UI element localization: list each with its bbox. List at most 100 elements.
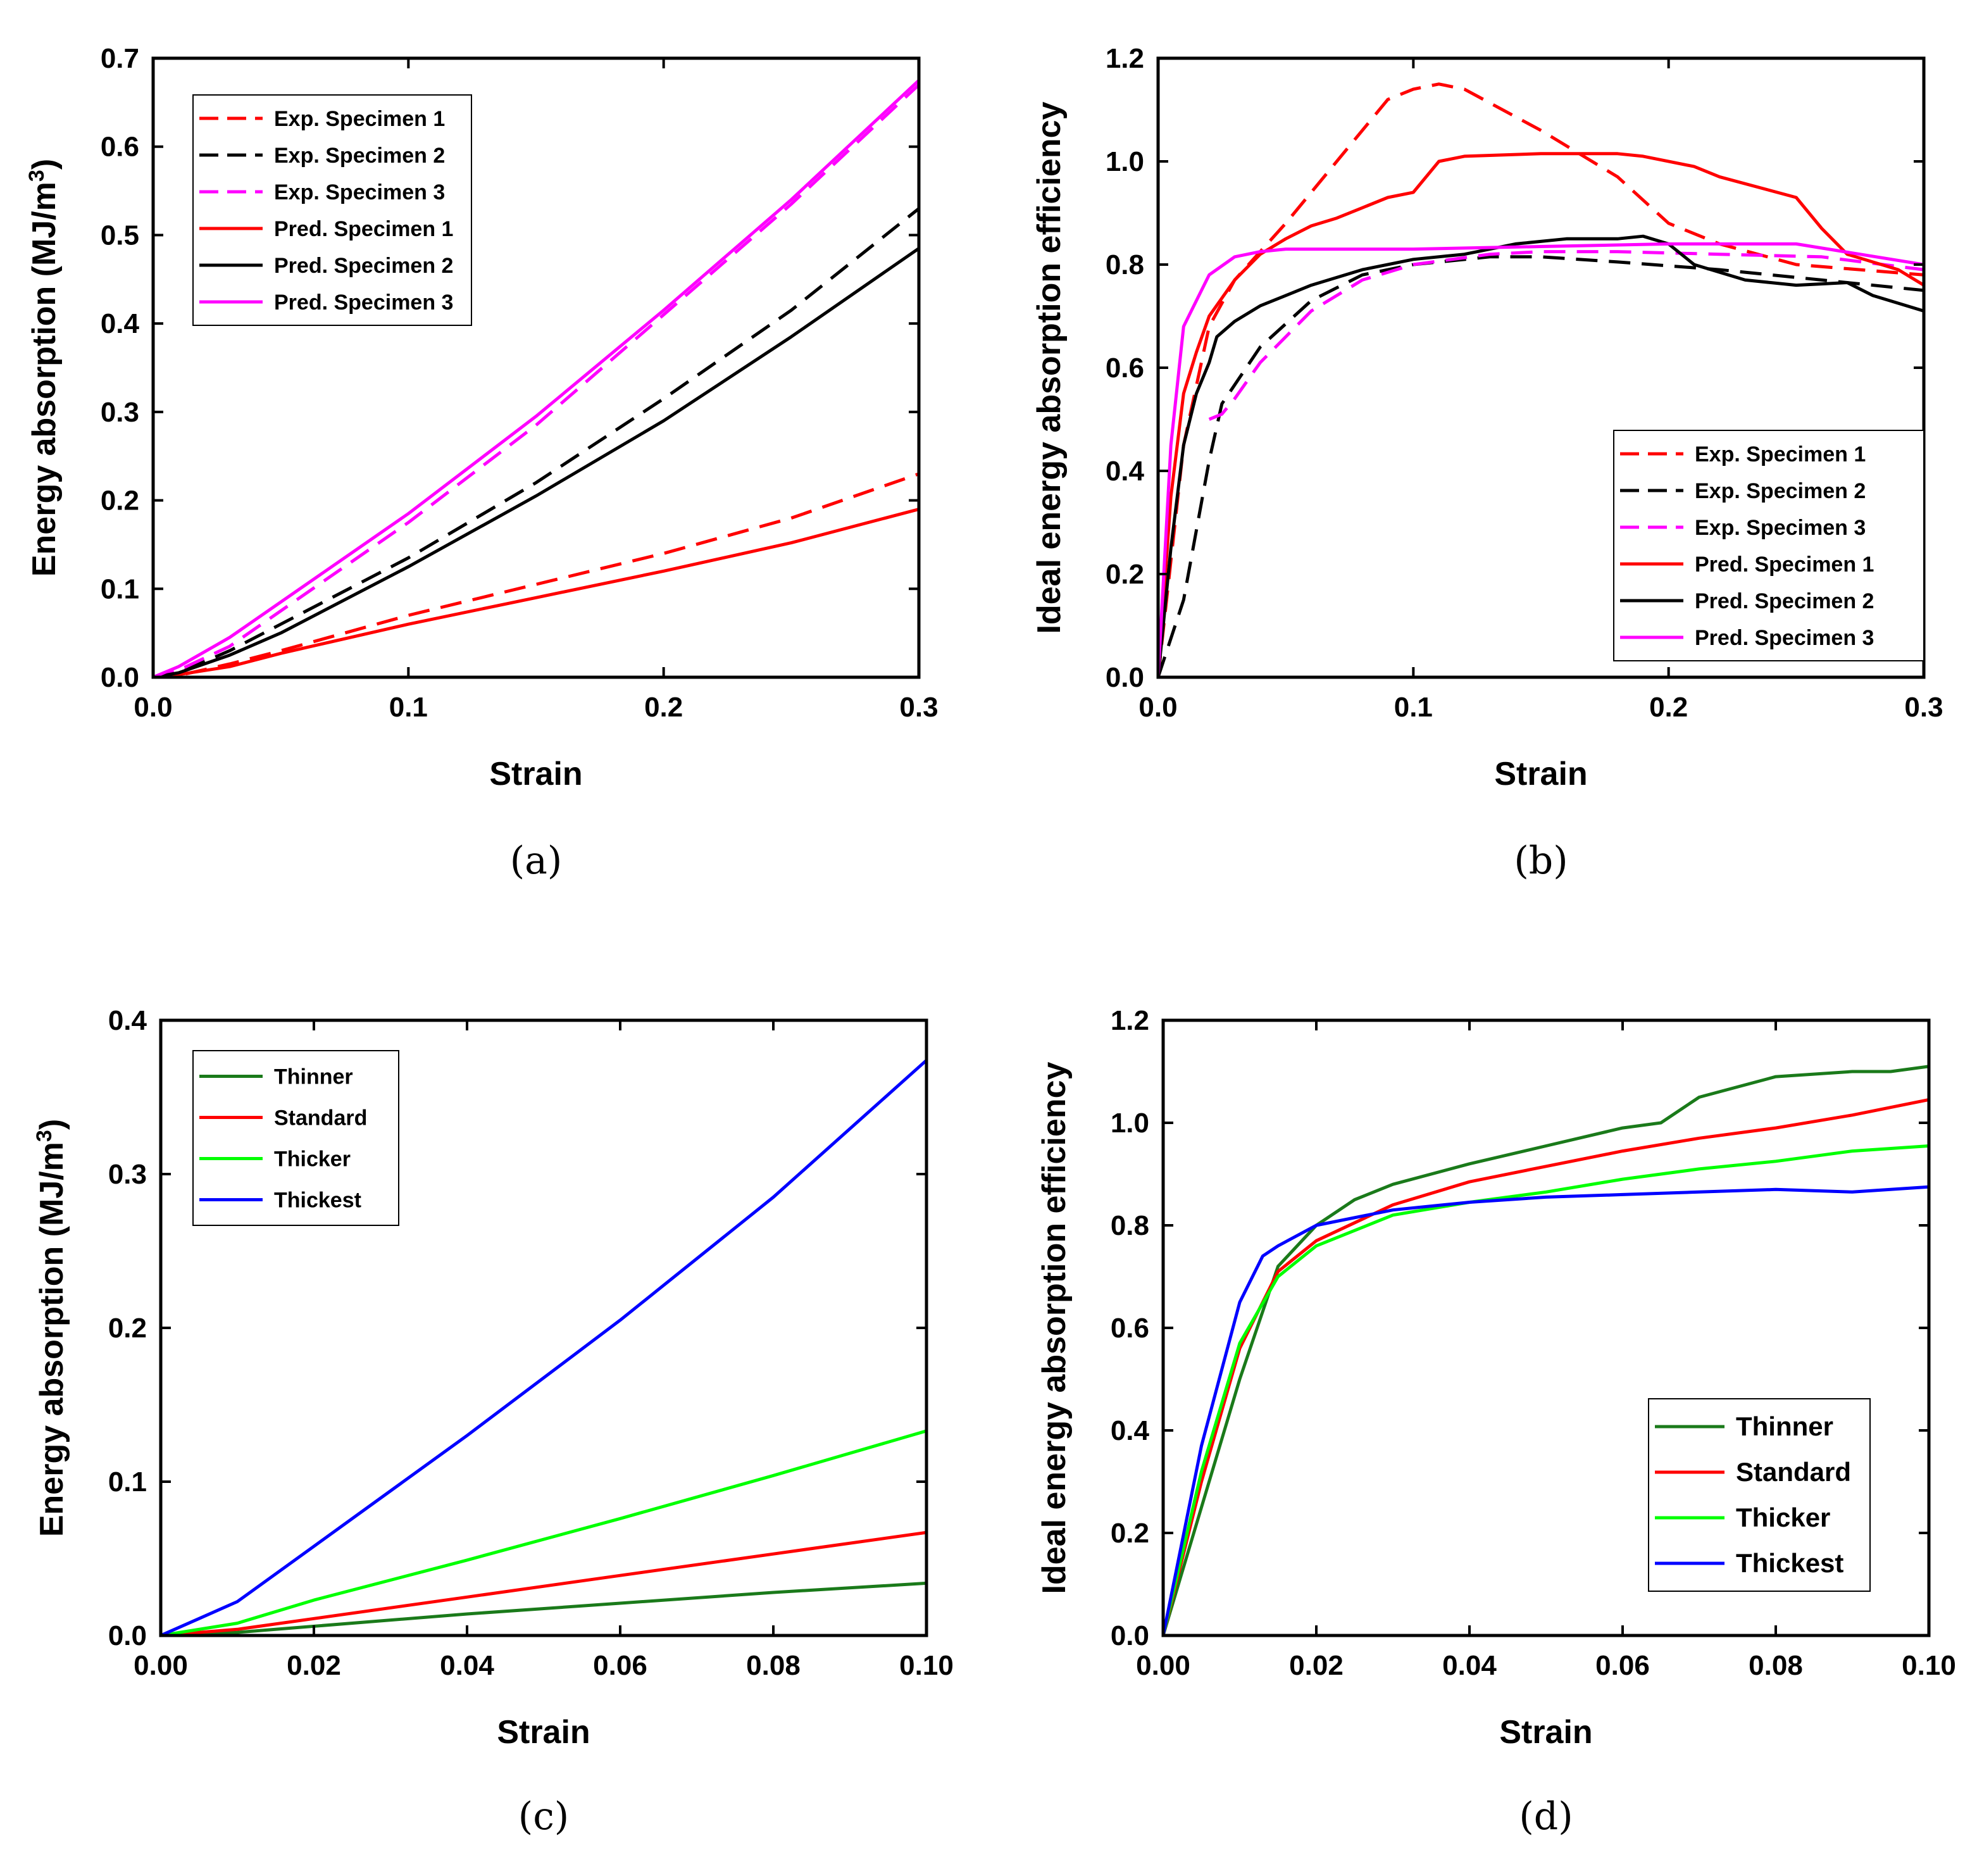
legend-label: Exp. Specimen 1 xyxy=(274,107,445,131)
x-tick-label: 0.08 xyxy=(746,1650,801,1681)
y-tick-label: 0.8 xyxy=(1111,1210,1149,1241)
x-tick-label: 0.10 xyxy=(1902,1650,1956,1681)
panel-caption: (b) xyxy=(1514,839,1568,883)
x-tick-label: 0.04 xyxy=(440,1650,494,1681)
chart-panel-4: 0.00 0.02 0.04 0.06 0.08 0.10 0.0 0.2 0.4 0.6 0.8 1… xyxy=(1036,1005,1956,1839)
x-axis-title: Strain xyxy=(497,1714,590,1751)
x-tick-label: 0.02 xyxy=(1289,1650,1344,1681)
legend-label: Exp. Specimen 1 xyxy=(1695,442,1866,466)
legend-label: Standard xyxy=(274,1106,367,1130)
legend-label: Exp. Specimen 3 xyxy=(1695,516,1866,540)
chart-panel-1: 0.0 0.1 0.2 0.3 0.0 0.1 0.2 0.3 0.4 0.5 0.6 0.7 Stra… xyxy=(25,43,939,883)
x-tick-label: 0.0 xyxy=(1138,692,1177,723)
x-tick-label: 0.00 xyxy=(1136,1650,1190,1681)
x-tick-label: 0.0 xyxy=(134,692,172,723)
series-line-exp-specimen-3 xyxy=(1208,250,1924,421)
panel-caption: (d) xyxy=(1519,1794,1573,1839)
legend-label: Thinner xyxy=(1736,1411,1833,1441)
legend-label: Thicker xyxy=(274,1147,351,1172)
x-tick-label: 0.00 xyxy=(134,1650,188,1681)
y-tick-label: 0.6 xyxy=(101,132,139,163)
y-tick-label: 0.0 xyxy=(1106,662,1144,693)
x-tick-label: 0.2 xyxy=(1649,692,1688,723)
series-line-thinner xyxy=(161,1581,926,1635)
legend-label: Pred. Specimen 3 xyxy=(274,291,453,315)
y-tick-label: 0.7 xyxy=(101,43,139,74)
legend-label: Exp. Specimen 2 xyxy=(274,144,445,168)
y-tick-label: 0.4 xyxy=(1106,456,1145,487)
legend-label: Thicker xyxy=(1736,1503,1830,1532)
legend-label: Pred. Specimen 3 xyxy=(1695,626,1874,650)
series-line-pred-specimen-3 xyxy=(153,79,919,677)
series-line-standard xyxy=(161,1530,926,1635)
legend-label: Thickest xyxy=(1736,1548,1843,1578)
x-tick-label: 0.08 xyxy=(1749,1650,1803,1681)
legend: Exp. Specimen 1 Exp. Specimen 2 Exp. Speci… xyxy=(192,94,472,326)
x-tick-label: 0.2 xyxy=(644,692,683,723)
series-line-pred-specimen-2 xyxy=(1158,234,1924,677)
legend: Thinner Standard Thicker Thickest xyxy=(192,1050,399,1226)
y-tick-label: 0.4 xyxy=(1111,1415,1150,1446)
legend-box xyxy=(1613,430,1924,661)
y-tick-label: 0.2 xyxy=(1106,559,1144,590)
legend-box xyxy=(1648,1398,1871,1592)
plot-frame xyxy=(151,56,921,679)
y-tick-label: 1.0 xyxy=(1111,1108,1149,1139)
series-line-thicker xyxy=(161,1429,926,1635)
y-tick-label: 0.1 xyxy=(101,573,139,604)
series-line-exp-specimen-3 xyxy=(153,84,919,677)
series-line-thickest xyxy=(161,1059,926,1635)
legend-label: Exp. Specimen 3 xyxy=(274,180,445,204)
legend-label: Pred. Specimen 2 xyxy=(274,254,453,278)
series-group xyxy=(1158,82,1924,677)
chart-panel-2: 0.0 0.1 0.2 0.3 0.0 0.2 0.4 0.6 0.8 1.0 1.2 Strain I… xyxy=(1031,43,1943,883)
series-line-pred-specimen-2 xyxy=(153,247,919,677)
series-line-exp-specimen-1 xyxy=(1158,82,1924,677)
series-line-pred-specimen-3 xyxy=(1158,242,1924,677)
x-tick-label: 0.06 xyxy=(1595,1650,1650,1681)
y-tick-label: 0.5 xyxy=(101,220,139,251)
legend: Exp. Specimen 1 Exp. Specimen 2 Exp. Speci… xyxy=(1613,430,1924,661)
y-tick-label: 0.2 xyxy=(101,485,139,516)
x-tick-label: 0.1 xyxy=(389,692,428,723)
legend-label: Pred. Specimen 1 xyxy=(274,217,453,241)
legend-label: Exp. Specimen 2 xyxy=(1695,479,1866,503)
x-axis-title: Strain xyxy=(1499,1714,1592,1751)
y-axis-title: Energy absorption (MJ/m3) xyxy=(25,159,63,577)
panel-caption: (a) xyxy=(510,839,563,883)
y-tick-label: 0.2 xyxy=(108,1313,147,1344)
y-tick-label: 0.8 xyxy=(1106,249,1144,280)
series-group xyxy=(1163,1065,1929,1635)
legend-label: Thinner xyxy=(274,1065,353,1089)
x-tick-label: 0.10 xyxy=(899,1650,954,1681)
y-axis-title: Energy absorption (MJ/m3) xyxy=(32,1119,70,1537)
legend-label: Pred. Specimen 2 xyxy=(1695,589,1874,613)
y-tick-label: 0.0 xyxy=(108,1620,147,1651)
x-tick-label: 0.04 xyxy=(1442,1650,1497,1681)
series-line-thickest xyxy=(1163,1185,1929,1635)
y-tick-label: 0.3 xyxy=(101,397,139,428)
y-tick-label: 0.0 xyxy=(1111,1620,1149,1651)
series-group xyxy=(161,1059,926,1635)
y-axis-title: Ideal energy absorption efficiency xyxy=(1036,1061,1073,1594)
y-tick-label: 0.4 xyxy=(108,1005,147,1036)
y-tick-label: 0.4 xyxy=(101,308,140,339)
y-tick-label: 0.6 xyxy=(1106,353,1144,384)
x-axis-title: Strain xyxy=(489,756,582,792)
series-line-thinner xyxy=(1163,1065,1929,1635)
series-line-pred-specimen-1 xyxy=(1158,152,1924,677)
panel-caption: (c) xyxy=(518,1794,569,1839)
x-axis-title: Strain xyxy=(1494,756,1587,792)
series-line-pred-specimen-1 xyxy=(153,508,919,677)
legend-label: Standard xyxy=(1736,1457,1851,1487)
legend: Thinner Standard Thicker Thickest xyxy=(1648,1398,1871,1592)
legend-box xyxy=(192,94,472,326)
y-tick-label: 0.0 xyxy=(101,662,139,693)
y-tick-label: 0.6 xyxy=(1111,1313,1149,1344)
chart-panel-3: 0.00 0.02 0.04 0.06 0.08 0.10 0.0 0.1 0.2 0.3 0.4 S… xyxy=(32,1005,954,1839)
y-tick-label: 1.0 xyxy=(1106,146,1144,177)
x-tick-label: 0.06 xyxy=(593,1650,647,1681)
y-tick-label: 0.1 xyxy=(108,1466,147,1498)
legend-box xyxy=(192,1050,399,1226)
